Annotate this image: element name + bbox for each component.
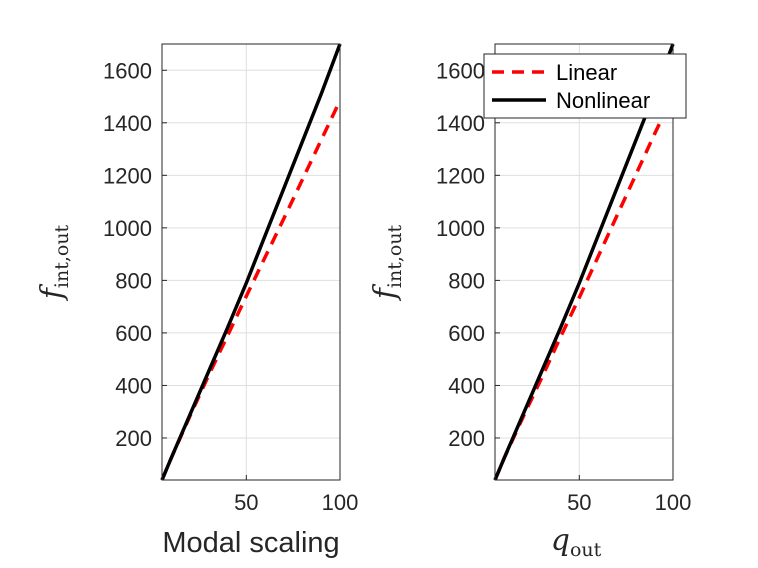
x-tick-label: 50 bbox=[234, 490, 258, 515]
x-axis-label: qout bbox=[551, 523, 602, 561]
y-tick-label: 200 bbox=[115, 426, 152, 451]
y-tick-label: 800 bbox=[448, 268, 485, 293]
y-tick-label: 1000 bbox=[103, 216, 152, 241]
x-tick-label: 100 bbox=[655, 490, 692, 515]
y-axis-label: fint,out bbox=[368, 224, 406, 301]
x-axis-label: Modal scaling bbox=[162, 527, 339, 559]
series-line-nonlinear bbox=[493, 43, 675, 481]
y-axis-label-sub: int,out bbox=[51, 224, 73, 288]
y-tick-label: 200 bbox=[448, 426, 485, 451]
y-axis-label: fint,out bbox=[35, 224, 73, 301]
x-tick-label: 100 bbox=[322, 490, 359, 515]
series-line-linear bbox=[160, 99, 342, 481]
y-tick-label: 1600 bbox=[103, 58, 152, 83]
panel-1: 50 100 200 400 600 800 1000 1200 1400 1600 fint,ou… bbox=[35, 43, 359, 559]
series-line-linear bbox=[493, 94, 675, 481]
y-tick-label: 800 bbox=[115, 268, 152, 293]
y-tick-label: 1400 bbox=[103, 111, 152, 136]
y-tick-label: 1200 bbox=[103, 163, 152, 188]
x-axis-label-sub: out bbox=[570, 539, 602, 561]
y-tick-label: 1400 bbox=[436, 111, 485, 136]
y-tick-label: 1000 bbox=[436, 216, 485, 241]
legend-box bbox=[483, 53, 687, 119]
axes-box bbox=[161, 43, 341, 481]
y-tick-label: 1200 bbox=[436, 163, 485, 188]
axes-box bbox=[494, 43, 674, 481]
y-tick-label: 400 bbox=[115, 373, 152, 398]
legend: Linear Nonlinear bbox=[483, 53, 687, 119]
y-tick-label: 1600 bbox=[436, 58, 485, 83]
x-axis-label-main: q bbox=[551, 523, 570, 558]
y-tick-label: 600 bbox=[115, 321, 152, 346]
legend-label-nonlinear: Nonlinear bbox=[556, 88, 650, 113]
y-tick-label: 400 bbox=[448, 373, 485, 398]
panel-2: 50 100 200 400 600 800 1000 1200 1400 1600 fint,ou… bbox=[368, 43, 692, 561]
x-tick-label: 50 bbox=[567, 490, 591, 515]
y-axis-label-sub: int,out bbox=[384, 224, 406, 288]
legend-label-linear: Linear bbox=[556, 60, 617, 85]
series-line-nonlinear bbox=[160, 43, 342, 481]
y-tick-label: 600 bbox=[448, 321, 485, 346]
